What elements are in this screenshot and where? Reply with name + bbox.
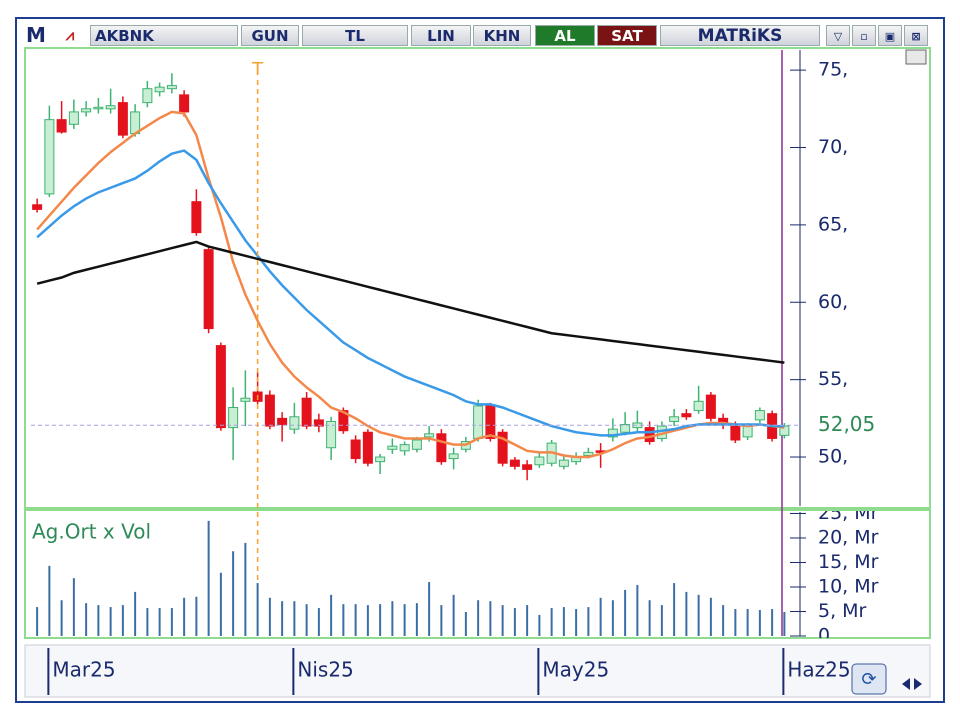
x-tick-label: May25 bbox=[542, 658, 609, 682]
y-tick-label: 10, Mr bbox=[818, 575, 879, 597]
logo: M bbox=[24, 25, 48, 46]
candle-body bbox=[301, 397, 312, 427]
y-tick-label: 0 bbox=[818, 625, 830, 647]
y-tick-label: 50, bbox=[818, 446, 848, 468]
buy-button[interactable]: AL bbox=[535, 25, 595, 46]
sell-button[interactable]: SAT bbox=[597, 25, 657, 46]
candle-body bbox=[399, 444, 410, 452]
chart-icon: ⩘ bbox=[50, 25, 90, 46]
panel-marks: 50, 55, 60, 65, 70, 75, bbox=[32, 59, 848, 481]
candle-body bbox=[338, 410, 349, 432]
moving-average bbox=[36, 149, 785, 437]
window-button[interactable]: ⊠ bbox=[904, 25, 928, 46]
candle-body bbox=[142, 88, 153, 104]
candle-body bbox=[56, 119, 67, 133]
candle-body bbox=[669, 416, 680, 422]
candle-body bbox=[240, 397, 251, 402]
candle-body bbox=[705, 394, 716, 419]
candle-body bbox=[607, 428, 618, 438]
y-tick-label: 20, Mr bbox=[818, 526, 879, 548]
candle-body bbox=[644, 427, 655, 443]
candle-body bbox=[436, 433, 447, 463]
toolbar-button[interactable]: KHN bbox=[473, 25, 531, 46]
signal-label: T bbox=[251, 59, 264, 80]
x-tick-label: Mar25 bbox=[52, 658, 115, 682]
candle-body bbox=[375, 456, 386, 463]
candle-body bbox=[509, 459, 520, 467]
candle-body bbox=[44, 119, 55, 195]
candle-body bbox=[166, 85, 177, 90]
candle-body bbox=[681, 413, 692, 418]
toolbar-button[interactable]: LIN bbox=[411, 25, 471, 46]
candle-body bbox=[485, 405, 496, 439]
window-button[interactable]: ▫ bbox=[852, 25, 876, 46]
candle-body bbox=[583, 451, 594, 456]
x-tick-label: Nis25 bbox=[297, 658, 353, 682]
date-bar bbox=[24, 644, 931, 698]
last-price-label: 52,05 bbox=[818, 412, 875, 436]
candle-body bbox=[105, 105, 116, 110]
y-tick-label: 5, Mr bbox=[818, 600, 867, 622]
candle-body bbox=[620, 424, 631, 433]
window-button[interactable]: ▽ bbox=[826, 25, 850, 46]
candle-body bbox=[191, 201, 202, 234]
scroll-buttons[interactable] bbox=[902, 678, 922, 690]
refresh-button[interactable] bbox=[851, 663, 887, 695]
candle-body bbox=[350, 439, 361, 460]
candle-body bbox=[93, 106, 104, 110]
brand: MATRiKS bbox=[660, 25, 820, 46]
candle-body bbox=[473, 405, 484, 439]
candle-body bbox=[313, 419, 324, 427]
candle-body bbox=[179, 94, 190, 113]
y-tick-label: 60, bbox=[818, 291, 848, 313]
candle-body bbox=[289, 416, 300, 430]
y-tick-label: 25, Mr bbox=[818, 502, 879, 524]
toolbar-button[interactable]: GUN bbox=[241, 25, 299, 46]
candle-body bbox=[32, 204, 43, 210]
candle-body bbox=[203, 249, 214, 330]
candle-body bbox=[68, 111, 79, 125]
candle-body bbox=[534, 456, 545, 466]
moving-average bbox=[36, 240, 785, 364]
panel-title: Ag.Ort x Vol bbox=[32, 520, 151, 544]
refresh-icon: ⟳ bbox=[861, 669, 876, 690]
candle-body bbox=[277, 417, 288, 426]
y-tick-label: 65, bbox=[818, 213, 848, 235]
window-frame bbox=[15, 17, 945, 703]
candle-body bbox=[81, 108, 92, 113]
moving-average bbox=[36, 110, 785, 459]
candle-body bbox=[522, 464, 533, 470]
symbol-field[interactable]: AKBNK bbox=[90, 25, 238, 46]
candle-body bbox=[215, 345, 226, 429]
candle-body bbox=[387, 445, 398, 450]
candle-body bbox=[448, 453, 459, 460]
candle-body bbox=[326, 420, 337, 449]
candle-body bbox=[497, 431, 508, 464]
y-tick-label: 70, bbox=[818, 136, 848, 158]
y-tick-label: 15, Mr bbox=[818, 551, 879, 573]
y-tick-label: 75, bbox=[818, 59, 848, 81]
panel-button[interactable] bbox=[905, 49, 927, 65]
candle-body bbox=[742, 425, 753, 438]
candle-body bbox=[693, 400, 704, 412]
candle-body bbox=[117, 102, 128, 136]
candle-body bbox=[228, 407, 239, 429]
candle-body bbox=[362, 431, 373, 464]
window-button[interactable]: ▣ bbox=[878, 25, 902, 46]
candle-body bbox=[411, 439, 422, 450]
y-tick-label: 55, bbox=[818, 368, 848, 390]
candle-body bbox=[264, 394, 275, 427]
candle-body bbox=[730, 425, 741, 441]
toolbar-button[interactable]: TL bbox=[302, 25, 408, 46]
candle-body bbox=[424, 433, 435, 438]
candle-body bbox=[558, 459, 569, 467]
candle-body bbox=[154, 86, 165, 93]
x-tick-label: Haz25 bbox=[787, 658, 850, 682]
candle-body bbox=[754, 410, 765, 421]
